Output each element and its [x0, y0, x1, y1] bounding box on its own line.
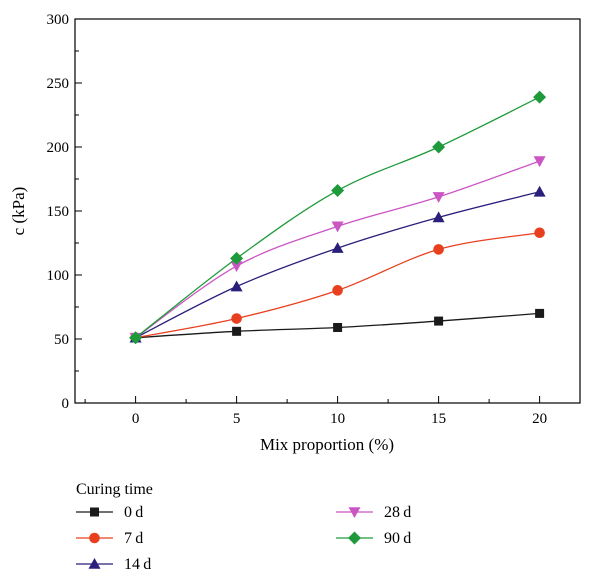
plot-frame — [74, 18, 581, 404]
data-point — [231, 313, 242, 324]
series-line — [135, 96, 540, 339]
series-14d — [129, 185, 546, 343]
data-point — [230, 251, 244, 265]
data-point — [232, 326, 242, 336]
data-point — [333, 322, 343, 332]
data-point — [432, 192, 445, 203]
y-tick-label: 250 — [47, 76, 70, 92]
data-point — [331, 184, 345, 198]
y-tick-label: 300 — [47, 12, 70, 28]
legend-item: 28 d — [336, 504, 411, 521]
x-tick-label: 15 — [431, 411, 446, 427]
y-tick-label: 200 — [47, 140, 70, 156]
x-tick-label: 5 — [233, 411, 241, 427]
data-point — [331, 221, 344, 233]
legend-marker — [348, 531, 361, 545]
legend-label: 0 d — [124, 504, 143, 521]
legend-title: Curing time — [76, 481, 153, 498]
y-tick-label: 0 — [62, 396, 70, 412]
data-point — [129, 331, 143, 345]
x-tick-label: 0 — [132, 411, 140, 427]
legend-label: 7 d — [124, 530, 143, 547]
y-tick-label: 150 — [47, 204, 70, 220]
y-axis-label: c (kPa) — [9, 187, 28, 236]
data-point — [533, 90, 547, 104]
legend-label: 28 d — [384, 504, 411, 521]
legend: Curing time 0 d 7 d 14 d 28 d 90 d — [76, 481, 411, 573]
y-tick-label: 100 — [47, 268, 70, 284]
legend-label: 90 d — [384, 530, 411, 547]
data-point — [230, 261, 243, 273]
series-layer — [129, 90, 547, 345]
x-tick-label: 20 — [532, 411, 547, 427]
series-28d — [129, 156, 546, 344]
series-0d — [131, 308, 545, 343]
legend-marker — [348, 507, 361, 518]
legend-item: 90 d — [336, 530, 411, 547]
legend-label: 14 d — [124, 556, 151, 573]
series-line — [135, 191, 540, 339]
data-point — [432, 140, 446, 154]
legend-item: 0 d — [76, 504, 143, 521]
data-point — [331, 242, 344, 253]
legend-marker — [89, 532, 100, 544]
data-point — [434, 316, 444, 326]
legend-marker — [90, 507, 99, 517]
data-point — [533, 156, 546, 168]
axes: 0 50 100 150 200 250 300 0 5 10 15 20 — [47, 12, 581, 427]
series-90d — [129, 90, 547, 345]
legend-item: 14 d — [76, 556, 151, 573]
x-tick-label: 10 — [330, 411, 345, 427]
data-point — [535, 308, 545, 318]
data-point — [533, 185, 546, 197]
data-point — [230, 280, 243, 292]
legend-marker — [88, 558, 101, 569]
x-axis-label: Mix proportion (%) — [260, 435, 394, 454]
data-point — [534, 227, 545, 239]
data-point — [432, 211, 445, 223]
y-tick-label: 50 — [54, 332, 69, 348]
data-point — [332, 285, 343, 296]
data-point — [433, 244, 444, 255]
legend-item: 7 d — [76, 530, 143, 547]
